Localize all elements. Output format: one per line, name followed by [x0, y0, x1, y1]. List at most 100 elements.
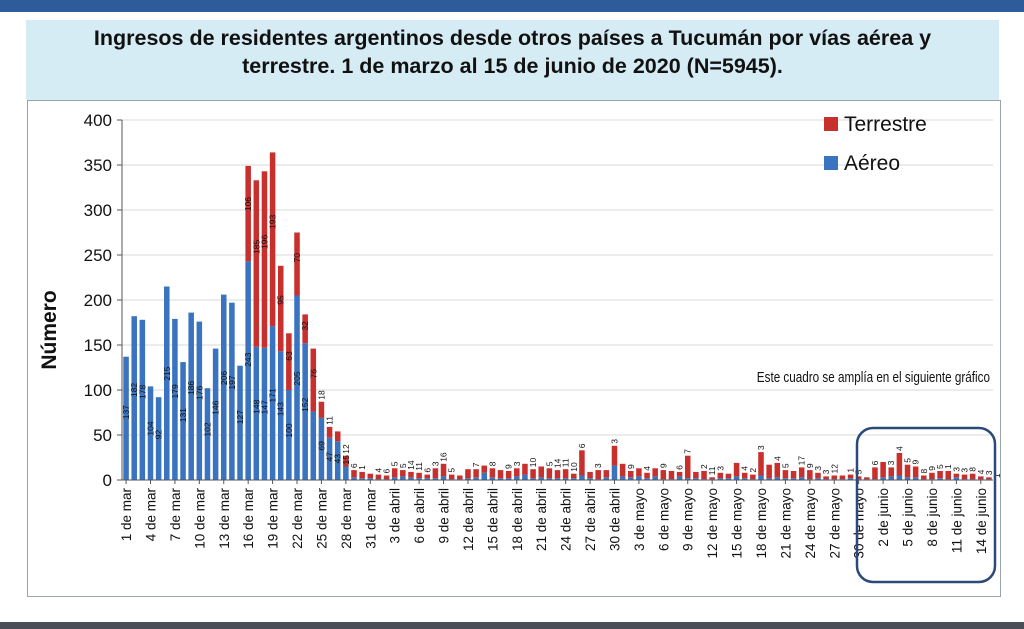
data-label: 8	[919, 469, 929, 474]
bar-terrestre	[701, 471, 707, 480]
bar-terrestre	[766, 464, 772, 479]
data-label: 186	[186, 381, 196, 395]
legend-swatch-aereo	[824, 156, 838, 170]
bar-terrestre	[733, 462, 740, 477]
bar-terrestre	[790, 471, 797, 479]
data-label: 3	[821, 469, 831, 474]
bar-aereo	[758, 475, 764, 480]
data-label: 9	[658, 463, 668, 468]
bar-terrestre	[937, 471, 943, 479]
bar-terrestre	[530, 469, 536, 479]
data-label: 92	[154, 429, 164, 439]
bar-aereo	[904, 477, 911, 480]
data-label: 179	[170, 384, 180, 398]
data-label: 4	[373, 468, 383, 473]
bar-terrestre	[855, 476, 862, 480]
bar-terrestre	[400, 470, 406, 477]
data-label: 70	[292, 253, 302, 263]
bar-terrestre	[945, 471, 951, 480]
x-tick-label: 1 de mar	[119, 488, 134, 542]
data-label: 5	[935, 464, 945, 469]
bar-terrestre	[750, 474, 756, 480]
bar-aereo	[204, 388, 211, 480]
x-tick-label: 3 de mayo	[632, 488, 647, 551]
data-label: 3	[960, 468, 970, 473]
data-label: 6	[577, 443, 587, 448]
bar-aereo	[326, 437, 333, 480]
bar-aereo	[847, 478, 854, 480]
bar-terrestre	[383, 475, 390, 480]
data-label: 9	[927, 466, 937, 471]
bar-terrestre	[334, 431, 341, 442]
bar-aereo	[766, 478, 772, 480]
data-label: 15	[341, 455, 351, 465]
x-tick-label: 9 de abril	[437, 488, 452, 544]
data-label: 104	[145, 421, 155, 435]
data-label: 148	[251, 399, 261, 413]
chart-title-box: Ingresos de residentes argentinos desde …	[26, 20, 999, 100]
bar-terrestre	[375, 474, 382, 480]
bar-terrestre	[611, 445, 618, 466]
bar-aereo	[334, 441, 341, 480]
bar-terrestre	[823, 476, 829, 480]
y-tick-label: 400	[84, 111, 112, 130]
x-tick-label: 24 de abril	[559, 488, 574, 551]
bar-aereo	[310, 411, 317, 480]
bar-terrestre	[636, 468, 642, 477]
x-tick-label: 30 de mayo	[852, 488, 867, 559]
data-label: 4	[642, 466, 652, 471]
bar-terrestre	[839, 475, 846, 480]
x-tick-label: 13 de mar	[217, 488, 232, 549]
bar-terrestre	[497, 470, 504, 479]
bar-aereo	[636, 476, 642, 480]
data-label: 1	[943, 464, 953, 469]
bar-aereo	[652, 476, 658, 480]
data-label: 182	[129, 383, 139, 397]
data-label: 7	[471, 462, 481, 467]
x-tick-label: 9 de mayo	[681, 488, 696, 551]
bar-aereo	[741, 478, 748, 480]
bar-aereo	[351, 477, 357, 480]
data-label: 9	[504, 464, 514, 469]
data-label: 3	[609, 439, 619, 444]
bar-aereo	[147, 386, 154, 480]
bar-terrestre	[269, 152, 276, 327]
bar-terrestre	[864, 477, 870, 480]
bar-aereo	[505, 478, 512, 480]
bar-aereo	[440, 476, 447, 480]
data-label: 11	[414, 462, 424, 471]
bar-aereo	[880, 477, 886, 480]
bar-terrestre	[660, 470, 667, 480]
bar-aereo	[798, 477, 805, 480]
data-label: 5	[854, 469, 864, 474]
bar-terrestre	[416, 472, 422, 479]
legend: Terrestre Aéreo	[824, 113, 927, 175]
data-label: 193	[268, 215, 278, 229]
data-labels: 1371821781049221517913118617610214620619…	[121, 197, 1002, 478]
y-tick-label: 150	[84, 336, 112, 355]
bar-aereo	[717, 478, 724, 480]
bar-aereo	[782, 478, 789, 480]
bar-terrestre	[831, 475, 838, 480]
data-label: 10	[569, 462, 579, 472]
bar-aereo	[367, 478, 374, 480]
bar-terrestre	[538, 466, 544, 478]
data-label: 8	[487, 461, 497, 466]
bar-aereo	[188, 312, 194, 480]
data-label: 146	[211, 400, 221, 414]
highlight-box	[855, 426, 997, 584]
data-label: 3	[512, 461, 522, 466]
data-label: 137	[121, 405, 131, 419]
bar-terrestre	[351, 470, 357, 478]
bar-aereo	[465, 478, 471, 480]
bar-aereo	[587, 478, 593, 480]
y-tick-label: 350	[84, 156, 112, 175]
data-label: 32	[300, 321, 310, 331]
bar-terrestre	[978, 476, 984, 480]
bar-terrestre	[522, 463, 528, 475]
x-tick-label: 18 de mayo	[754, 488, 769, 559]
data-label: 3	[430, 461, 440, 466]
bar-aereo	[611, 465, 618, 480]
x-tick-label: 16 de mar	[241, 488, 256, 549]
bar-terrestre	[253, 180, 260, 347]
